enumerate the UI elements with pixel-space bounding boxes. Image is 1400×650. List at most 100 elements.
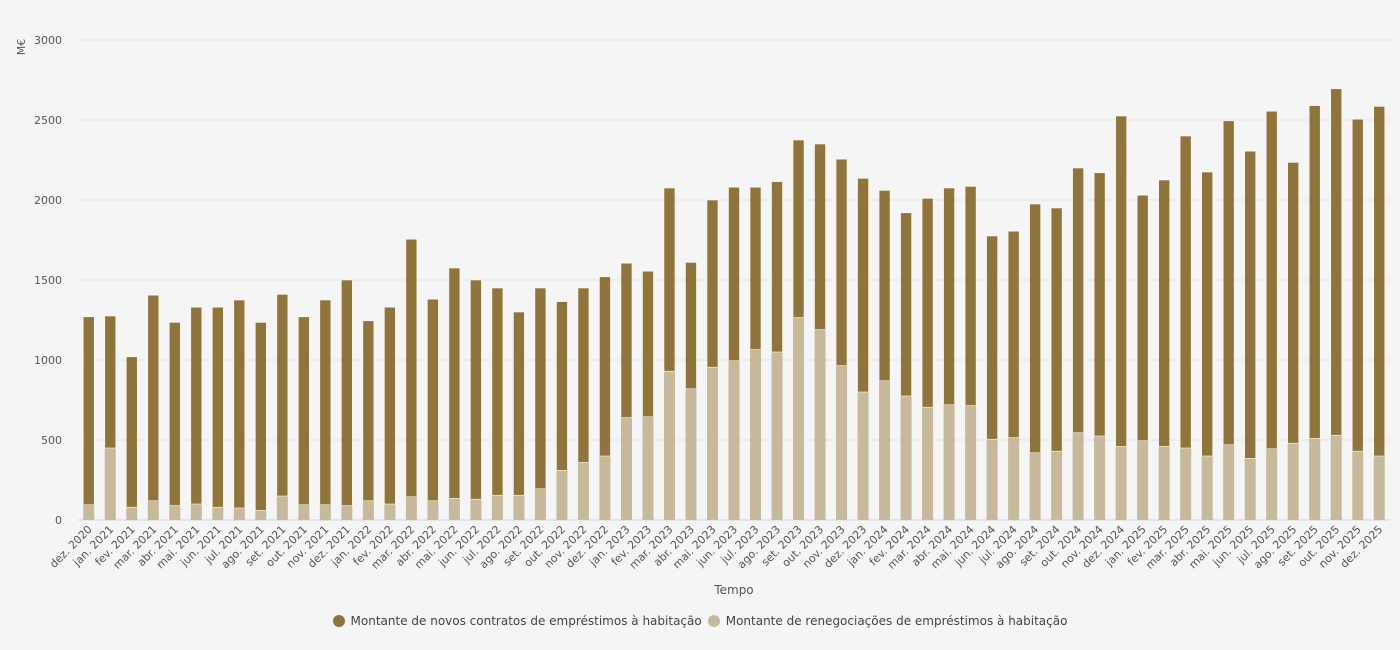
bar-new-contracts[interactable] xyxy=(728,186,740,362)
bar-renegotiations[interactable] xyxy=(728,360,740,520)
bar-renegotiations[interactable] xyxy=(1266,448,1278,520)
bar-renegotiations[interactable] xyxy=(642,416,654,520)
bar-renegotiations[interactable] xyxy=(534,488,546,520)
bar-new-contracts[interactable] xyxy=(964,186,977,406)
bar-renegotiations[interactable] xyxy=(1287,443,1299,520)
bar-renegotiations[interactable] xyxy=(1309,438,1321,520)
bar-renegotiations[interactable] xyxy=(1180,448,1192,520)
bar-new-contracts[interactable] xyxy=(384,306,396,505)
bar-new-contracts[interactable] xyxy=(104,315,117,449)
bar-new-contracts[interactable] xyxy=(1351,118,1364,452)
bar-new-contracts[interactable] xyxy=(1007,230,1020,438)
bar-new-contracts[interactable] xyxy=(405,238,418,498)
bar-new-contracts[interactable] xyxy=(663,187,676,372)
bar-renegotiations[interactable] xyxy=(448,498,460,520)
bar-new-contracts[interactable] xyxy=(792,139,805,318)
legend-item-new-contracts[interactable]: Montante de novos contratos de empréstim… xyxy=(332,614,702,628)
bar-new-contracts[interactable] xyxy=(1158,179,1170,447)
bar-renegotiations[interactable] xyxy=(1158,446,1170,520)
bar-renegotiations[interactable] xyxy=(922,407,934,520)
bar-renegotiations[interactable] xyxy=(556,470,568,520)
bar-renegotiations[interactable] xyxy=(879,380,891,520)
bar-renegotiations[interactable] xyxy=(1352,451,1364,520)
bar-renegotiations[interactable] xyxy=(384,504,396,520)
bar-new-contracts[interactable] xyxy=(491,287,504,496)
bar-renegotiations[interactable] xyxy=(319,504,331,520)
bar-renegotiations[interactable] xyxy=(1051,451,1063,520)
bar-renegotiations[interactable] xyxy=(1137,440,1149,520)
bar-new-contracts[interactable] xyxy=(814,143,826,330)
bar-new-contracts[interactable] xyxy=(1287,162,1300,444)
bar-renegotiations[interactable] xyxy=(620,417,632,520)
bar-new-contracts[interactable] xyxy=(1072,167,1084,434)
bar-new-contracts[interactable] xyxy=(534,287,547,490)
bar-new-contracts[interactable] xyxy=(857,178,869,393)
bar-new-contracts[interactable] xyxy=(125,356,138,508)
bar-new-contracts[interactable] xyxy=(298,316,310,506)
bar-new-contracts[interactable] xyxy=(212,306,224,508)
bar-renegotiations[interactable] xyxy=(663,371,675,520)
bar-new-contracts[interactable] xyxy=(1115,115,1127,447)
bar-new-contracts[interactable] xyxy=(1050,207,1063,452)
bar-renegotiations[interactable] xyxy=(1008,437,1020,520)
bar-new-contracts[interactable] xyxy=(319,299,332,506)
bar-new-contracts[interactable] xyxy=(900,212,912,397)
bar-renegotiations[interactable] xyxy=(706,367,718,520)
bar-new-contracts[interactable] xyxy=(147,294,160,502)
bar-renegotiations[interactable] xyxy=(943,404,955,520)
bar-renegotiations[interactable] xyxy=(169,505,181,520)
bar-renegotiations[interactable] xyxy=(341,505,353,520)
bar-new-contracts[interactable] xyxy=(1029,203,1041,454)
bar-renegotiations[interactable] xyxy=(900,396,912,520)
bar-renegotiations[interactable] xyxy=(427,500,439,520)
bar-renegotiations[interactable] xyxy=(1330,435,1342,520)
bar-new-contracts[interactable] xyxy=(642,270,654,418)
bar-new-contracts[interactable] xyxy=(233,299,246,509)
bar-renegotiations[interactable] xyxy=(836,365,848,520)
bar-new-contracts[interactable] xyxy=(620,262,633,418)
bar-new-contracts[interactable] xyxy=(771,181,783,353)
bar-renegotiations[interactable] xyxy=(298,504,310,520)
legend-item-renegotiations[interactable]: Montante de renegociações de empréstimos… xyxy=(707,614,1067,628)
bar-renegotiations[interactable] xyxy=(986,439,998,520)
bar-new-contracts[interactable] xyxy=(878,190,891,382)
bar-renegotiations[interactable] xyxy=(771,352,783,520)
bar-new-contracts[interactable] xyxy=(513,311,525,496)
bar-renegotiations[interactable] xyxy=(965,405,977,520)
bar-new-contracts[interactable] xyxy=(1222,120,1235,446)
bar-renegotiations[interactable] xyxy=(1201,456,1213,520)
bar-new-contracts[interactable] xyxy=(1136,194,1149,442)
bar-renegotiations[interactable] xyxy=(1094,436,1106,520)
bar-renegotiations[interactable] xyxy=(491,495,503,520)
bar-new-contracts[interactable] xyxy=(255,322,267,511)
bar-renegotiations[interactable] xyxy=(190,504,202,520)
bar-new-contracts[interactable] xyxy=(1244,150,1256,459)
bar-renegotiations[interactable] xyxy=(1072,432,1084,520)
bar-new-contracts[interactable] xyxy=(577,287,590,463)
bar-new-contracts[interactable] xyxy=(1265,110,1278,450)
bar-renegotiations[interactable] xyxy=(126,507,138,520)
bar-new-contracts[interactable] xyxy=(341,279,353,506)
bar-renegotiations[interactable] xyxy=(1029,452,1041,520)
bar-new-contracts[interactable] xyxy=(835,158,848,366)
bar-new-contracts[interactable] xyxy=(556,301,568,471)
bar-new-contracts[interactable] xyxy=(470,279,482,500)
bar-new-contracts[interactable] xyxy=(1308,105,1321,439)
bar-renegotiations[interactable] xyxy=(147,500,159,520)
bar-new-contracts[interactable] xyxy=(1179,135,1192,449)
bar-renegotiations[interactable] xyxy=(1244,458,1256,520)
bar-new-contracts[interactable] xyxy=(685,262,697,390)
bar-renegotiations[interactable] xyxy=(233,508,245,520)
bar-renegotiations[interactable] xyxy=(1223,444,1235,520)
bar-new-contracts[interactable] xyxy=(1201,171,1213,457)
bar-new-contracts[interactable] xyxy=(706,199,719,368)
bar-new-contracts[interactable] xyxy=(362,320,375,502)
bar-new-contracts[interactable] xyxy=(1373,106,1386,457)
bar-renegotiations[interactable] xyxy=(104,448,116,520)
bar-renegotiations[interactable] xyxy=(599,456,611,520)
bar-new-contracts[interactable] xyxy=(427,298,439,502)
bar-renegotiations[interactable] xyxy=(750,349,762,520)
bar-renegotiations[interactable] xyxy=(470,499,482,520)
bar-new-contracts[interactable] xyxy=(943,187,955,406)
bar-renegotiations[interactable] xyxy=(255,510,267,520)
